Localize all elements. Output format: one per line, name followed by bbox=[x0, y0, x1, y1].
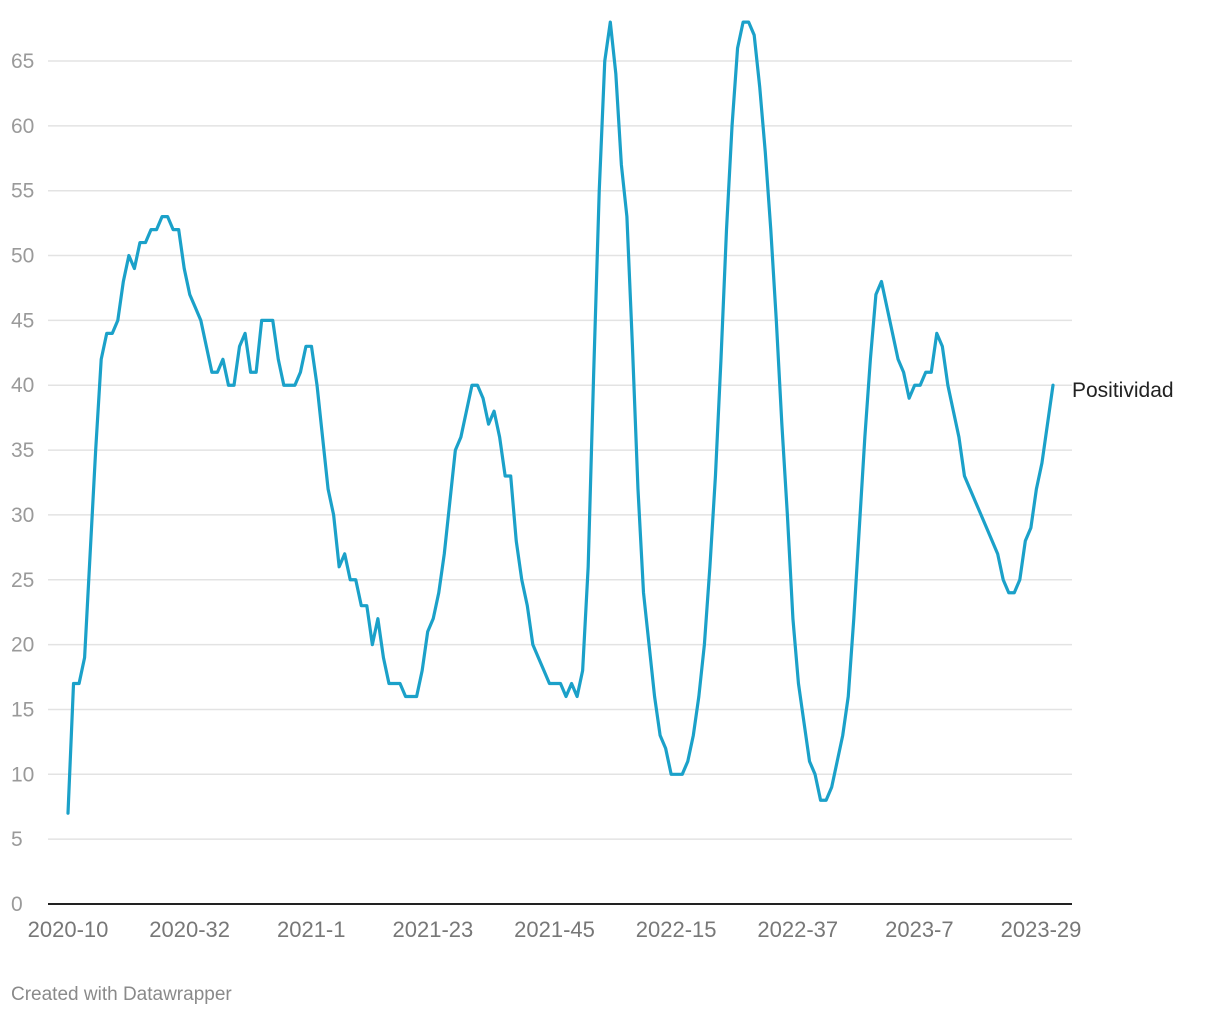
gridlines bbox=[48, 60, 1072, 840]
x-tick-label: 2021-23 bbox=[393, 917, 474, 942]
y-tick-label: 25 bbox=[11, 569, 34, 592]
series-line-positividad bbox=[66, 20, 1055, 815]
credit-text: Created with Datawrapper bbox=[11, 984, 232, 1005]
x-axis-ticks: 2020-10 2020-32 2021-1 2021-23 2021-45 2022-1… bbox=[28, 917, 1082, 942]
y-axis-ticks: 0 5 10 15 20 25 30 35 40 45 50 55 60 65 bbox=[11, 50, 34, 916]
x-tick-label: 2023-7 bbox=[885, 917, 954, 942]
y-tick-label: 10 bbox=[11, 763, 34, 786]
y-tick-label: 5 bbox=[11, 828, 23, 851]
line-chart: 0 5 10 15 20 25 30 35 40 45 50 55 60 65 2020-10 2020-3… bbox=[11, 20, 1174, 942]
x-tick-label: 2023-29 bbox=[1001, 917, 1082, 942]
y-tick-label: 55 bbox=[11, 180, 34, 203]
x-tick-label: 2022-37 bbox=[757, 917, 838, 942]
y-tick-label: 45 bbox=[11, 309, 34, 332]
y-tick-label: 65 bbox=[11, 50, 34, 73]
x-tick-label: 2021-1 bbox=[277, 917, 346, 942]
y-tick-label: 50 bbox=[11, 245, 34, 268]
y-tick-label: 60 bbox=[11, 115, 34, 138]
x-tick-label: 2020-32 bbox=[149, 917, 230, 942]
x-tick-label: 2021-45 bbox=[514, 917, 595, 942]
y-tick-label: 35 bbox=[11, 439, 34, 462]
y-tick-label: 0 bbox=[11, 893, 23, 916]
x-tick-label: 2022-15 bbox=[636, 917, 717, 942]
series-label-positividad: Positividad bbox=[1072, 379, 1174, 402]
y-tick-label: 40 bbox=[11, 374, 34, 397]
y-tick-label: 20 bbox=[11, 634, 34, 657]
x-tick-label: 2020-10 bbox=[28, 917, 109, 942]
y-tick-label: 15 bbox=[11, 698, 34, 721]
y-tick-label: 30 bbox=[11, 504, 34, 527]
